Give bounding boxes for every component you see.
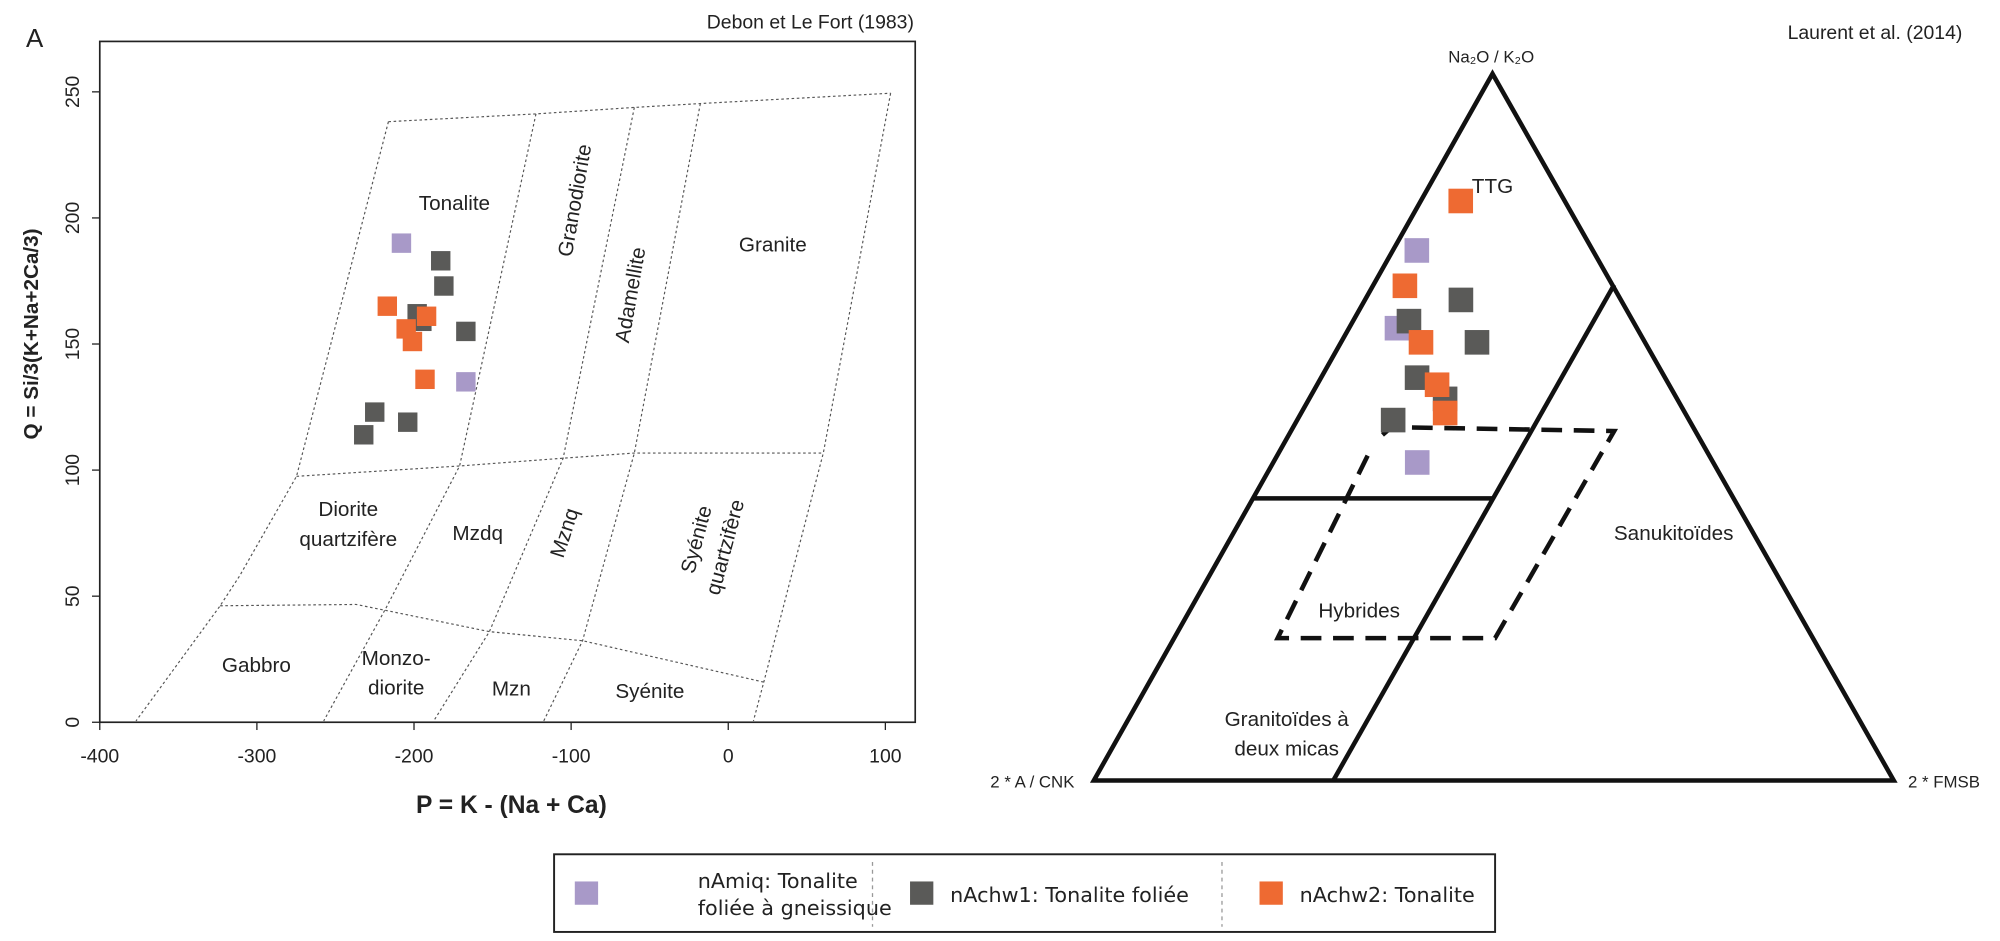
field-label-line: diorite: [368, 677, 424, 700]
data-point: [431, 251, 451, 271]
data-point: [1448, 188, 1474, 214]
field-label-line: Gabbro: [222, 654, 291, 677]
data-point: [415, 369, 435, 390]
field-label: Adamellite: [611, 245, 650, 344]
field-label-line: deux micas: [1234, 738, 1339, 761]
legend-label: nAmiq: Tonalite foliée à gneissique: [697, 868, 892, 921]
field-label-line: TTG: [1472, 175, 1513, 198]
data-point: [391, 233, 412, 253]
data-point: [377, 296, 398, 316]
vertex-label: Na₂O / K₂O: [1448, 48, 1534, 67]
vertex-label: 2 * FMSB: [1908, 773, 1980, 792]
field-label-line: Hybrides: [1318, 600, 1400, 623]
legend: nAmiq: Tonalite foliée à gneissique nAchw…: [574, 868, 1475, 921]
field-boundaries: [135, 92, 892, 722]
field-label: Gabbro: [222, 654, 291, 677]
data-point: [1432, 400, 1458, 426]
data-point: [398, 412, 418, 432]
x-tick-label: 100: [869, 745, 902, 767]
field-label: Monzo-diorite: [362, 647, 431, 700]
field-label: TTG: [1472, 175, 1513, 198]
panel-label: A: [26, 25, 44, 53]
x-tick-label: -400: [80, 745, 119, 767]
field-label: Sanukitoïdes: [1614, 522, 1734, 545]
legend-swatch: [574, 881, 599, 905]
source: Laurent et al. (2014): [1788, 22, 1963, 44]
data-point: [1404, 238, 1430, 263]
data-point: [354, 425, 374, 445]
y-tick-label: 100: [62, 454, 84, 487]
legend-label-box: nAmiq: Tonalite foliée à gneissique: [697, 868, 892, 921]
field-label: Mznq: [546, 505, 584, 560]
x-tick-label: -300: [237, 745, 276, 767]
y-tick-label: 0: [62, 717, 84, 728]
y-tick-label: 200: [62, 202, 84, 235]
legend-label: nAchw2: Tonalite: [1299, 882, 1475, 907]
plot-frame: [98, 40, 917, 724]
field-label-line: Granite: [739, 233, 807, 256]
field-label-line: Adamellite: [611, 245, 650, 344]
data-point: [456, 372, 476, 392]
source: Debon et Le Fort (1983): [707, 11, 914, 33]
legend-swatch: [910, 881, 934, 905]
field-label: Tonalite: [419, 192, 490, 215]
field-label: Mzn: [492, 677, 531, 700]
field-label-line: Diorite: [318, 498, 378, 521]
field-label-line: Mznq: [546, 505, 584, 560]
field-label-line: Mzn: [492, 677, 531, 700]
legend-frame: [553, 853, 1497, 933]
data-point: [1448, 287, 1474, 313]
y-tick-label: 150: [62, 328, 84, 361]
data-point: [1380, 407, 1406, 433]
field-label: Syénite: [615, 680, 684, 703]
x-axis-title: P = K - (Na + Ca): [416, 792, 607, 819]
field-label-line: quartzifère: [299, 528, 397, 551]
field-label-line: Granitoïdes à: [1225, 708, 1350, 731]
data-point: [1408, 330, 1434, 355]
y-axis-title: Q = Si/3(K+Na+2Ca/3): [20, 228, 43, 439]
field-label: Granite: [739, 233, 807, 256]
data-point: [1464, 330, 1490, 355]
data-point: [1396, 308, 1422, 334]
field-label: Mzdq: [452, 522, 503, 545]
legend-label: nAchw1: Tonalite foliée: [950, 882, 1189, 907]
data-point: [434, 276, 454, 296]
data-point: [1424, 372, 1450, 398]
data-point: [1392, 273, 1418, 299]
field-label-line: Mzdq: [452, 522, 503, 545]
legend-label-box: nAchw2: Tonalite: [1299, 882, 1475, 907]
field-label-line: Granodiorite: [554, 142, 596, 258]
x-tick-label: -100: [552, 745, 591, 767]
field-label-line: Tonalite: [419, 192, 490, 215]
data-point: [1404, 450, 1430, 475]
data-point: [365, 402, 385, 422]
data-point: [402, 331, 423, 352]
field-label-line: Monzo-: [362, 647, 431, 670]
x-tick-label: 0: [723, 745, 734, 767]
field-label: Hybrides: [1318, 600, 1400, 623]
field-label-line: Syénite: [615, 680, 684, 703]
legend-swatch: [1259, 881, 1283, 905]
x-tick-label: -200: [395, 745, 434, 767]
vertex-label: 2 * A / CNK: [990, 773, 1075, 792]
data-point: [416, 306, 437, 326]
field-label: Diorite quartzifère: [299, 498, 397, 551]
y-tick-label: 250: [62, 75, 84, 108]
field-label-line: Sanukitoïdes: [1614, 522, 1734, 545]
field-label: Granitoïdes à deux micas: [1225, 708, 1350, 761]
y-tick-label: 50: [62, 585, 84, 607]
field-label: Granodiorite: [554, 142, 596, 258]
data-point: [456, 321, 476, 342]
legend-label-box: nAchw1: Tonalite foliée: [950, 882, 1189, 907]
